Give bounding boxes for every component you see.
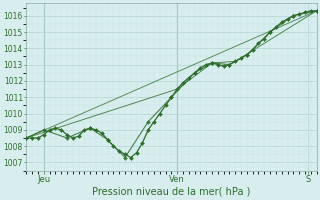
X-axis label: Pression niveau de la mer( hPa ): Pression niveau de la mer( hPa ) [92, 187, 251, 197]
